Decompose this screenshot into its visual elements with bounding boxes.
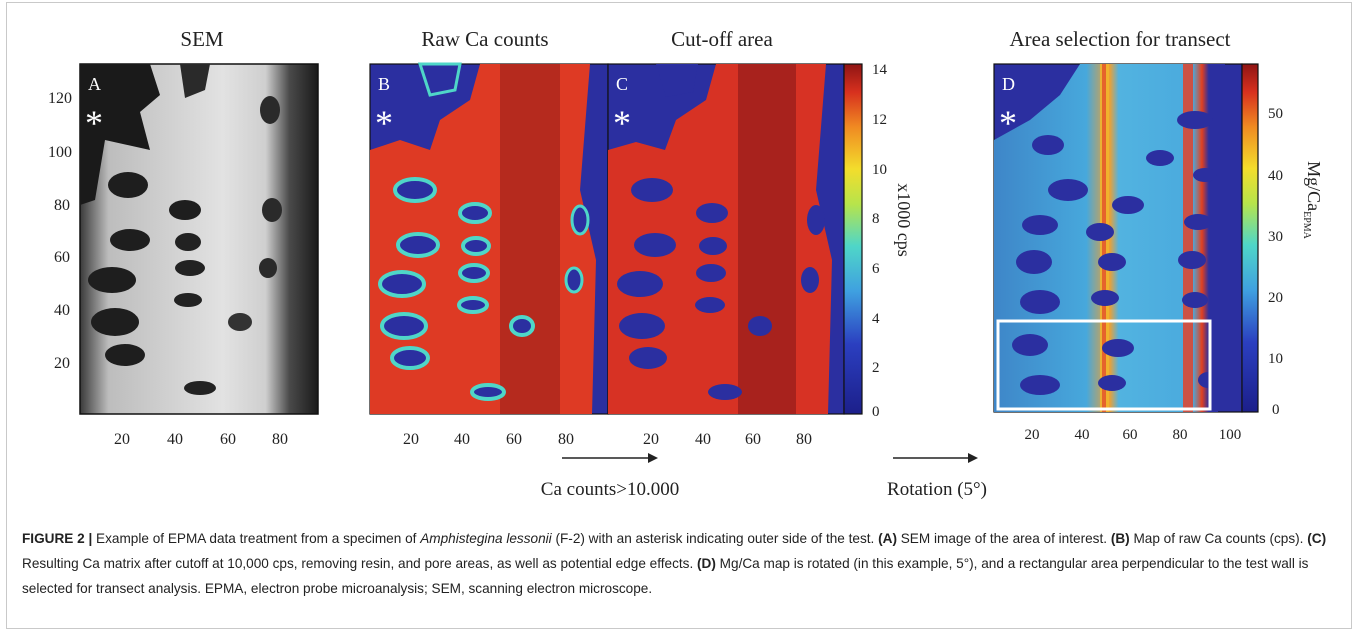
- cb-ca-tick-12: 12: [872, 112, 887, 128]
- caption-c-tag: (C): [1307, 531, 1327, 546]
- cb-ca-tick-0: 0: [872, 404, 880, 420]
- panel-cutoff: C *: [607, 63, 845, 415]
- asterisk-d: *: [999, 103, 1017, 143]
- panel-raw-ca: B *: [369, 62, 609, 415]
- panel-letter-a: A: [88, 74, 101, 94]
- cb-mg-label: Mg/CaEPMA: [1301, 161, 1324, 240]
- y-tick-20: 20: [54, 355, 70, 372]
- caption-c-text: Resulting Ca matrix after cutoff at 10,0…: [22, 556, 698, 571]
- c-x-tick-40: 40: [695, 431, 711, 448]
- sem-x-tick-40: 40: [167, 431, 183, 448]
- caption-species: Amphistegina lessonii: [420, 531, 552, 546]
- caption-intro: Example of EPMA data treatment from a sp…: [92, 531, 421, 546]
- d-x-tick-40: 40: [1075, 427, 1090, 443]
- cb-mg-label-sub: EPMA: [1301, 211, 1312, 240]
- caption-a-text: SEM image of the area of interest.: [896, 531, 1111, 546]
- caption-b-text: Map of raw Ca counts (cps).: [1129, 531, 1308, 546]
- caption-b-tag: (B): [1110, 531, 1130, 546]
- figure-caption: FIGURE 2 | Example of EPMA data treatmen…: [22, 526, 1340, 601]
- sem-x-tick-80: 80: [272, 431, 288, 448]
- d-x-tick-80: 80: [1173, 427, 1188, 443]
- caption-intro-rest: (F-2) with an asterisk indicating outer …: [551, 531, 879, 546]
- cb-ca-tick-14: 14: [872, 62, 888, 78]
- cb-mg-tick-20: 20: [1268, 290, 1283, 306]
- cb-ca-tick-6: 6: [872, 261, 880, 277]
- cb-mg-tick-50: 50: [1268, 106, 1283, 122]
- colorbar-ca: [843, 63, 863, 415]
- d-x-tick-20: 20: [1025, 427, 1040, 443]
- cb-mg-tick-10: 10: [1268, 351, 1283, 367]
- asterisk-c: *: [613, 103, 631, 143]
- cb-ca-tick-2: 2: [872, 360, 880, 376]
- cb-ca-label: x1000 cps: [894, 183, 914, 257]
- transect-selection-box: [996, 319, 1212, 411]
- arrow-cutoff-label: Ca counts>10.000: [541, 479, 679, 500]
- d-x-tick-60: 60: [1123, 427, 1138, 443]
- cb-ca-tick-8: 8: [872, 211, 880, 227]
- panel-title-sem: SEM: [180, 27, 224, 51]
- cb-ca-tick-10: 10: [872, 162, 887, 178]
- asterisk-b: *: [375, 103, 393, 143]
- caption-d-tag: (D): [697, 556, 716, 571]
- panel-sem: A *: [79, 63, 319, 415]
- caption-d-text: Mg/Ca map is rotated (in this example, 5…: [22, 556, 1309, 596]
- panel-title-cutoff: Cut-off area: [671, 27, 773, 51]
- b-x-tick-20: 20: [403, 431, 419, 448]
- asterisk-a: *: [85, 103, 103, 143]
- b-x-tick-40: 40: [454, 431, 470, 448]
- svg-text:Mg/CaEPMA: Mg/CaEPMA: [1301, 161, 1324, 240]
- colorbar-mgca: [1241, 63, 1259, 413]
- y-tick-80: 80: [54, 197, 70, 214]
- panel-title-selection: Area selection for transect: [1010, 27, 1231, 51]
- arrow-rotation-label: Rotation (5°): [887, 479, 987, 500]
- arrow-cutoff: [562, 453, 658, 463]
- y-tick-120: 120: [48, 90, 72, 107]
- c-x-tick-80: 80: [796, 431, 812, 448]
- panel-mgca: D *: [993, 63, 1243, 413]
- cb-mg-tick-40: 40: [1268, 168, 1283, 184]
- arrow-rotation: [893, 453, 978, 463]
- cb-mg-tick-30: 30: [1268, 229, 1283, 245]
- d-x-tick-100: 100: [1219, 427, 1242, 443]
- panel-letter-b: B: [378, 74, 390, 94]
- b-x-tick-80: 80: [558, 431, 574, 448]
- b-x-tick-60: 60: [506, 431, 522, 448]
- y-tick-60: 60: [54, 249, 70, 266]
- y-tick-40: 40: [54, 302, 70, 319]
- c-x-tick-60: 60: [745, 431, 761, 448]
- panel-letter-c: C: [616, 74, 628, 94]
- c-x-tick-20: 20: [643, 431, 659, 448]
- figure-graphic: SEM Raw Ca counts Cut-off area Area sele…: [48, 27, 1324, 500]
- cb-mg-label-main: Mg/Ca: [1304, 161, 1324, 211]
- caption-a-tag: (A): [878, 531, 897, 546]
- sem-x-tick-20: 20: [114, 431, 130, 448]
- cb-ca-tick-4: 4: [872, 311, 880, 327]
- cb-mg-tick-0: 0: [1272, 402, 1280, 418]
- caption-prefix: FIGURE 2 |: [22, 531, 93, 546]
- sem-x-tick-60: 60: [220, 431, 236, 448]
- y-tick-100: 100: [48, 144, 72, 161]
- panel-letter-d: D: [1002, 74, 1015, 94]
- panel-title-raw: Raw Ca counts: [421, 27, 548, 51]
